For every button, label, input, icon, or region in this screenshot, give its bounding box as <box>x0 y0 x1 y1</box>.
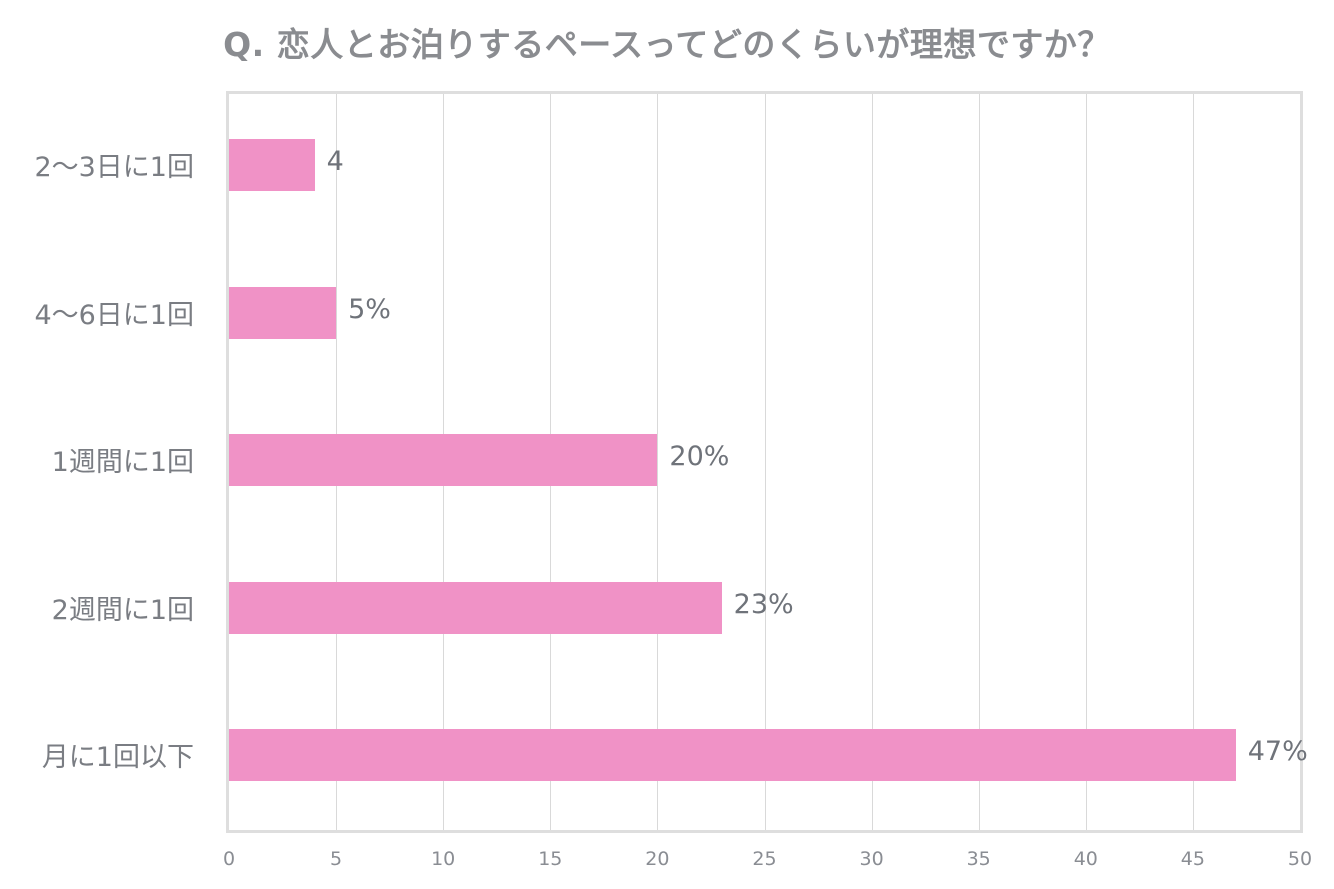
gridline <box>657 94 659 830</box>
x-tick-label: 30 <box>859 848 884 870</box>
x-tick-label: 25 <box>752 848 777 870</box>
category-label: 2週間に1回 <box>51 595 194 626</box>
bar <box>229 582 722 634</box>
x-tick-label: 50 <box>1287 848 1313 870</box>
gridline <box>764 94 766 830</box>
data-label: 4 <box>326 146 344 177</box>
category-label: 月に1回以下 <box>41 742 194 773</box>
gridline <box>1192 94 1194 830</box>
bar <box>229 139 315 191</box>
category-label: 2〜3日に1回 <box>34 152 194 183</box>
x-tick-label: 5 <box>330 848 343 870</box>
data-label: 47% <box>1247 736 1308 767</box>
data-label: 5% <box>348 294 391 325</box>
category-label: 1週間に1回 <box>51 447 194 478</box>
gridline <box>978 94 980 830</box>
bar <box>229 287 337 339</box>
bar <box>229 729 1236 781</box>
category-label: 4〜6日に1回 <box>34 300 194 331</box>
x-tick-label: 40 <box>1073 848 1098 870</box>
x-tick-label: 15 <box>538 848 563 870</box>
bar <box>229 434 658 486</box>
chart-title: Q. 恋人とお泊りするペースってどのくらいが理想ですか？ <box>223 25 1111 64</box>
plot-area: 4 5% 20% 23% 47% <box>226 91 1308 833</box>
x-tick-label: 35 <box>966 848 991 870</box>
data-label: 23% <box>733 589 794 620</box>
x-tick-label: 10 <box>431 848 456 870</box>
data-label: 20% <box>669 441 730 472</box>
gridline <box>1085 94 1087 830</box>
x-tick-label: 45 <box>1180 848 1205 870</box>
x-tick-label: 20 <box>645 848 670 870</box>
x-tick-label: 0 <box>222 848 236 870</box>
gridline <box>871 94 873 830</box>
